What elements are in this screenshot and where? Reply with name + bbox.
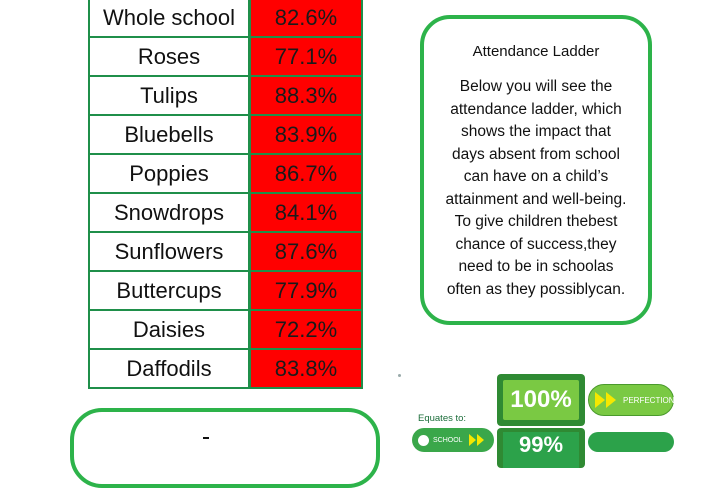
table-row: Poppies 86.7%	[90, 155, 361, 192]
table-row: Snowdrops 84.1%	[90, 194, 361, 231]
attendance-value-cell: 82.6%	[251, 0, 361, 36]
class-name-cell: Sunflowers	[90, 233, 248, 270]
table-row: Sunflowers 87.6%	[90, 233, 361, 270]
ladder-step-99: 99%	[497, 428, 585, 468]
perfection-pill: PERFECTION	[588, 384, 675, 416]
attendance-value-cell: 72.2%	[251, 311, 361, 348]
ladder-step-99-label: 99%	[503, 432, 579, 468]
table-row: Daffodils 83.8%	[90, 350, 361, 387]
class-name-cell: Daisies	[90, 311, 248, 348]
attendance-ladder-info-box: Attendance Ladder Below you will see the…	[420, 15, 652, 325]
class-name-cell: Snowdrops	[90, 194, 248, 231]
school-pill: SCHOOL	[412, 428, 494, 452]
info-line: can have on a child’s	[463, 168, 609, 185]
attendance-value-cell: 83.9%	[251, 116, 361, 153]
class-name-cell: Buttercups	[90, 272, 248, 309]
info-line: attendance ladder, which	[450, 100, 622, 118]
attendance-value-cell: 77.9%	[251, 272, 361, 309]
class-name-cell: Bluebells	[90, 116, 248, 153]
school-pill-label: SCHOOL	[433, 436, 463, 444]
table-row: Daisies 72.2%	[90, 311, 361, 348]
right-pill-partial	[588, 432, 674, 452]
table-row: Roses 77.1%	[90, 38, 361, 75]
attendance-value-cell: 77.1%	[251, 38, 361, 75]
info-line: shows the impact that	[461, 123, 611, 140]
double-chevron-right-icon	[595, 392, 617, 408]
bottom-box-mark	[203, 437, 209, 439]
table-row: Tulips 88.3%	[90, 77, 361, 114]
info-line: To give children thebest	[454, 213, 618, 230]
bottom-rounded-box	[70, 408, 380, 488]
info-line: need to be in schoolas	[458, 258, 614, 275]
attendance-value-cell: 84.1%	[251, 194, 361, 231]
circle-icon	[418, 434, 429, 446]
attendance-table: Whole school 82.6% Roses 77.1% Tulips 88.3% Bl…	[88, 0, 363, 389]
ladder-step-100-label: 100%	[503, 380, 579, 420]
double-chevron-left-icon	[468, 434, 485, 446]
class-name-cell: Roses	[90, 38, 248, 75]
info-line: days absent from school	[451, 145, 620, 163]
table-row: Bluebells 83.9%	[90, 116, 361, 153]
class-name-cell: Poppies	[90, 155, 248, 192]
info-line: Below you will see the	[459, 78, 613, 95]
perfection-pill-label: PERFECTION	[623, 395, 675, 405]
info-line: often as they possiblycan.	[446, 280, 626, 298]
class-name-cell: Tulips	[90, 77, 248, 114]
class-name-cell: Daffodils	[90, 350, 248, 387]
info-box-body: Below you will see the attendance ladder,…	[436, 76, 636, 301]
attendance-value-cell: 87.6%	[251, 233, 361, 270]
attendance-value-cell: 83.8%	[251, 350, 361, 387]
info-line: attainment and well-being.	[445, 190, 627, 208]
info-line: chance of success,they	[455, 235, 617, 253]
attendance-value-cell: 86.7%	[251, 155, 361, 192]
ladder-step-100: 100%	[497, 374, 585, 426]
attendance-value-cell: 88.3%	[251, 77, 361, 114]
ladder-dot	[398, 374, 401, 377]
equates-label: Equates to:	[418, 413, 467, 424]
class-name-cell: Whole school	[90, 0, 248, 36]
table-row: Whole school 82.6%	[90, 0, 361, 36]
info-box-title: Attendance Ladder	[472, 43, 600, 60]
table-row: Buttercups 77.9%	[90, 272, 361, 309]
